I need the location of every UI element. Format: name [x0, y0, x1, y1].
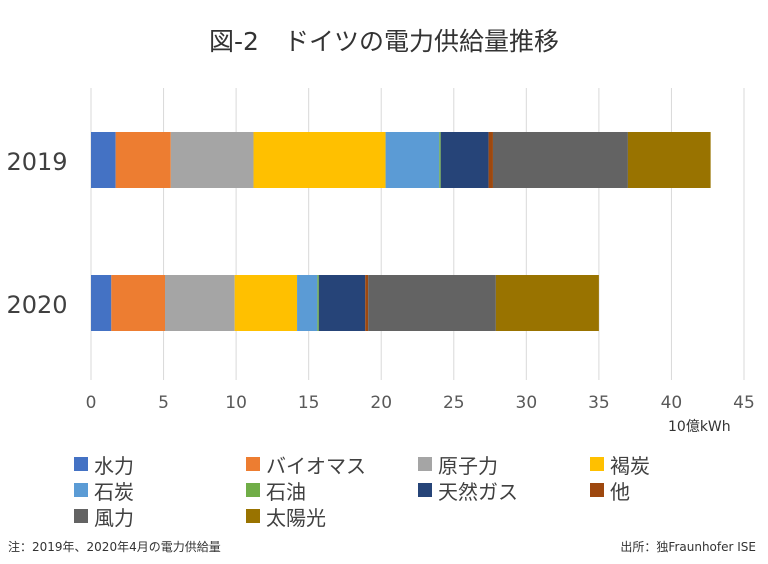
legend-label: 太陽光: [266, 505, 326, 530]
chart-legend: 水力 バイオマス 原子力 褐炭石炭 石油 天然ガス 他風力 太陽光: [74, 451, 764, 530]
x-axis-unit-label: 10億kWh: [668, 419, 731, 435]
legend-swatch: [246, 483, 260, 497]
legend-label: バイオマス: [266, 453, 366, 478]
legend-item: 石油: [246, 477, 418, 504]
bar-segment: [253, 132, 386, 188]
legend-label: 風力: [94, 505, 134, 530]
x-tick-label: 25: [443, 393, 465, 413]
legend-label: 他: [610, 479, 630, 504]
legend-label: 天然ガス: [438, 479, 518, 504]
bar-segment: [495, 275, 599, 331]
legend-item: 褐炭: [590, 451, 762, 478]
bar-segment: [627, 132, 711, 188]
bar-segment: [492, 132, 628, 188]
bar-segment: [91, 275, 112, 331]
legend-label: 水力: [94, 453, 134, 478]
bar-segment: [297, 275, 318, 331]
bar-segment: [440, 132, 489, 188]
footnote: 注：2019年、2020年4月の電力供給量: [8, 540, 221, 554]
legend-swatch: [74, 457, 88, 471]
legend-swatch: [590, 483, 604, 497]
bar-segment: [439, 132, 441, 188]
legend-item: 天然ガス: [418, 477, 590, 504]
bar-segment: [170, 132, 254, 188]
x-tick-label: 30: [516, 393, 538, 413]
bar-segment: [318, 275, 366, 331]
bar-segment: [385, 132, 440, 188]
x-tick-label: 15: [298, 393, 320, 413]
x-tick-label: 35: [588, 393, 610, 413]
legend-swatch: [246, 509, 260, 523]
legend-label: 褐炭: [610, 453, 650, 478]
stacked-bar-chart: 0 5 10 15 20 25 30 35 40 45 2019 2020: [6, 88, 755, 413]
legend-item: バイオマス: [246, 451, 418, 478]
x-tick-label: 5: [158, 393, 169, 413]
legend-swatch: [590, 457, 604, 471]
bar-segment: [234, 275, 298, 331]
legend-swatch: [74, 483, 88, 497]
chart-title: 図-2 ドイツの電力供給量推移: [209, 27, 559, 56]
bar-segment: [165, 275, 235, 331]
x-tick-label: 40: [661, 393, 683, 413]
y-category-label: 2020: [6, 291, 67, 319]
legend-item: 石炭: [74, 477, 246, 504]
legend-item: 原子力: [418, 451, 590, 478]
legend-item: 水力: [74, 451, 246, 478]
legend-label: 石炭: [94, 479, 134, 504]
bar-segment: [91, 132, 116, 188]
bar-segment: [365, 275, 369, 331]
legend-label: 原子力: [438, 453, 498, 478]
y-category-label: 2019: [6, 148, 67, 176]
x-tick-label: 20: [370, 393, 392, 413]
legend-label: 石油: [266, 479, 306, 504]
bar-segment: [115, 132, 171, 188]
legend-swatch: [246, 457, 260, 471]
x-tick-label: 45: [733, 393, 755, 413]
legend-swatch: [418, 457, 432, 471]
legend-swatch: [74, 509, 88, 523]
source-credit: 出所：独Fraunhofer ISE: [620, 540, 756, 554]
x-tick-label: 0: [86, 393, 97, 413]
legend-swatch: [418, 483, 432, 497]
legend-item: 風力: [74, 503, 246, 530]
x-tick-label: 10: [225, 393, 247, 413]
bar-segment: [488, 132, 493, 188]
bar-segment: [368, 275, 496, 331]
legend-item: 他: [590, 477, 762, 504]
bar-segment: [317, 275, 319, 331]
bar-segment: [111, 275, 166, 331]
legend-item: 太陽光: [246, 503, 418, 530]
